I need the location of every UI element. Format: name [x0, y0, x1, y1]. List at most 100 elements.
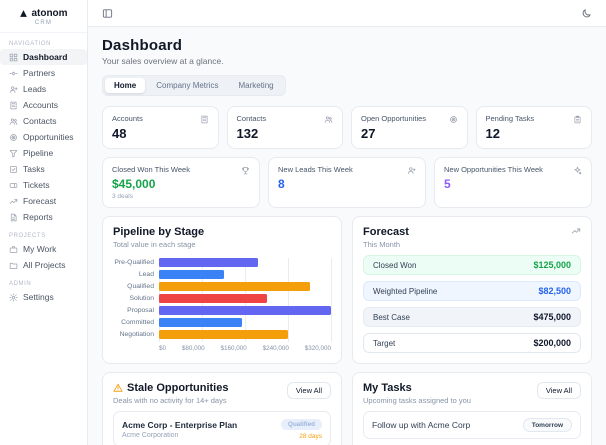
sidebar-item-reports[interactable]: Reports [0, 209, 87, 225]
sidebar-item-all-projects[interactable]: All Projects [0, 257, 87, 273]
tasks-list: Follow up with Acme CorpTomorrowPrepare … [363, 411, 581, 445]
user-plus-icon [407, 166, 416, 175]
kpi-card-accounts: Accounts 48 [102, 106, 219, 149]
sidebar-toggle-icon[interactable] [100, 6, 115, 21]
sidebar-item-opportunities[interactable]: Opportunities [0, 129, 87, 145]
stat-label: Closed Won This Week [112, 165, 190, 174]
chart-bar-committed [159, 318, 243, 327]
task-title: Follow up with Acme Corp [372, 420, 471, 430]
sidebar-item-tickets[interactable]: Tickets [0, 177, 87, 193]
chart-category-label: Qualified [127, 283, 154, 290]
task-row[interactable]: Follow up with Acme Corp Tomorrow [363, 411, 581, 439]
sidebar-section-label: Navigation [9, 41, 52, 47]
sidebar-item-pipeline[interactable]: Pipeline [0, 145, 87, 161]
target-icon [449, 115, 458, 124]
forecast-row-value: $125,000 [533, 260, 571, 270]
stale-view-all-button[interactable]: View All [286, 382, 331, 399]
opportunity-title: Acme Corp - Enterprise Plan [122, 419, 238, 430]
warning-icon [113, 383, 123, 393]
stat-note [444, 193, 582, 200]
chart-x-tick: $0 [159, 345, 167, 352]
pipeline-subtitle: Total value in each stage [113, 240, 196, 249]
kpi-label: Accounts [112, 114, 143, 123]
sidebar-item-label: Pipeline [23, 148, 54, 158]
brand-sub: CRM [34, 20, 53, 26]
sidebar-item-accounts[interactable]: Accounts [0, 97, 87, 113]
kpi-card-contacts: Contacts 132 [226, 106, 343, 149]
stat-value: 8 [278, 177, 285, 191]
chart-x-tick: $320,000 [304, 345, 331, 352]
page-subtitle: Your sales overview at a glance. [102, 56, 224, 66]
building-icon [200, 115, 209, 124]
sidebar-item-settings[interactable]: Settings [0, 289, 87, 305]
kpi-row: Accounts 48 Contacts 132 Open Opportunities 2… [102, 106, 592, 149]
bottom-panels: Stale Opportunities Deals with no activi… [102, 372, 592, 445]
tasks-view-all-button[interactable]: View All [536, 382, 581, 399]
all-projects-icon [9, 261, 18, 270]
sidebar-item-label: My Work [23, 244, 57, 254]
sidebar-item-label: Tickets [23, 180, 50, 190]
kpi-value: 48 [112, 126, 127, 141]
sidebar-item-dashboard[interactable]: Dashboard [0, 49, 87, 65]
forecast-row-value: $82,500 [538, 286, 571, 296]
chart-category-label: Committed [121, 319, 154, 326]
chart-category-label: Negotiation [119, 331, 154, 338]
leads-icon [9, 85, 18, 94]
sidebar-item-partners[interactable]: Partners [0, 65, 87, 81]
forecast-panel: Forecast This Month Closed Won $125,000 We… [352, 216, 592, 364]
chart-x-axis: $0 $80,000 $160,000 $240,000 $320,000 [159, 345, 331, 352]
forecast-title: Forecast [363, 226, 409, 238]
chart-bar-negotiation [159, 330, 288, 339]
sidebar-item-my-work[interactable]: My Work [0, 241, 87, 257]
forecast-row-value: $475,000 [533, 312, 571, 322]
pipeline-chart: Pre-Qualified Lead Qualified Solution Propos… [113, 258, 332, 342]
sidebar-item-forecast[interactable]: Forecast [0, 193, 87, 209]
pipeline-panel: Pipeline by Stage Total value in each st… [102, 216, 342, 364]
partners-icon [9, 69, 18, 78]
sidebar-item-contacts[interactable]: Contacts [0, 113, 87, 129]
sidebar-item-tasks[interactable]: Tasks [0, 161, 87, 177]
chart-category-label: Lead [138, 271, 154, 278]
sidebar-item-label: Reports [23, 212, 53, 222]
theme-toggle-icon[interactable] [579, 6, 594, 21]
forecast-row-label: Weighted Pipeline [373, 286, 438, 296]
sidebar: atonom CRM Navigation Dashboard Partners Le… [0, 0, 88, 445]
forecast-row-label: Target [373, 338, 396, 348]
chart-y-labels: Pre-Qualified Lead Qualified Solution Propos… [113, 258, 159, 342]
stale-opportunity-meta: Qualified 28 days [281, 418, 322, 440]
clipboard-icon [573, 115, 582, 124]
pipeline-icon [9, 149, 18, 158]
main-area: Dashboard Your sales overview at a glanc… [88, 0, 606, 445]
page-title: Dashboard [102, 37, 183, 54]
opportunity-company: Acme Corporation [122, 431, 179, 439]
tab-home[interactable]: Home [105, 78, 146, 93]
forecast-row-closed-won: Closed Won $125,000 [363, 255, 581, 275]
sidebar-item-label: All Projects [23, 260, 66, 270]
chart-gridline [331, 258, 332, 342]
stat-note: 3 deals [112, 193, 133, 200]
logo-icon [19, 9, 28, 18]
kpi-value: 12 [485, 126, 500, 141]
pipeline-title: Pipeline by Stage [113, 226, 205, 238]
chart-bar-pre-qualified [159, 258, 259, 267]
sidebar-item-leads[interactable]: Leads [0, 81, 87, 97]
stale-opportunity-row[interactable]: Acme Corp - Enterprise Plan Acme Corporat… [113, 411, 331, 445]
sidebar-item-label: Forecast [23, 196, 57, 206]
chart-x-tick: $160,000 [220, 345, 247, 352]
stale-opportunities-panel: Stale Opportunities Deals with no activi… [102, 372, 342, 445]
tab-company-metrics[interactable]: Company Metrics [147, 78, 227, 93]
kpi-card-pending-tasks: Pending Tasks 12 [475, 106, 592, 149]
chart-category-label: Solution [129, 295, 154, 302]
sidebar-item-label: Tasks [23, 164, 45, 174]
stat-card-closed-won-this-week: Closed Won This Week $45,000 3 deals [102, 157, 260, 208]
sidebar-item-label: Accounts [23, 100, 58, 110]
chart-bar-qualified [159, 282, 310, 291]
stat-label: New Leads This Week [278, 165, 353, 174]
stat-card-new-opportunities-this-week: New Opportunities This Week 5 [434, 157, 592, 208]
stat-value: $45,000 [112, 177, 156, 191]
tab-marketing[interactable]: Marketing [229, 78, 282, 93]
dashboard-icon [9, 53, 18, 62]
stat-card-new-leads-this-week: New Leads This Week 8 [268, 157, 426, 208]
chart-category-label: Pre-Qualified [114, 259, 154, 266]
forecast-row-label: Closed Won [373, 260, 417, 270]
